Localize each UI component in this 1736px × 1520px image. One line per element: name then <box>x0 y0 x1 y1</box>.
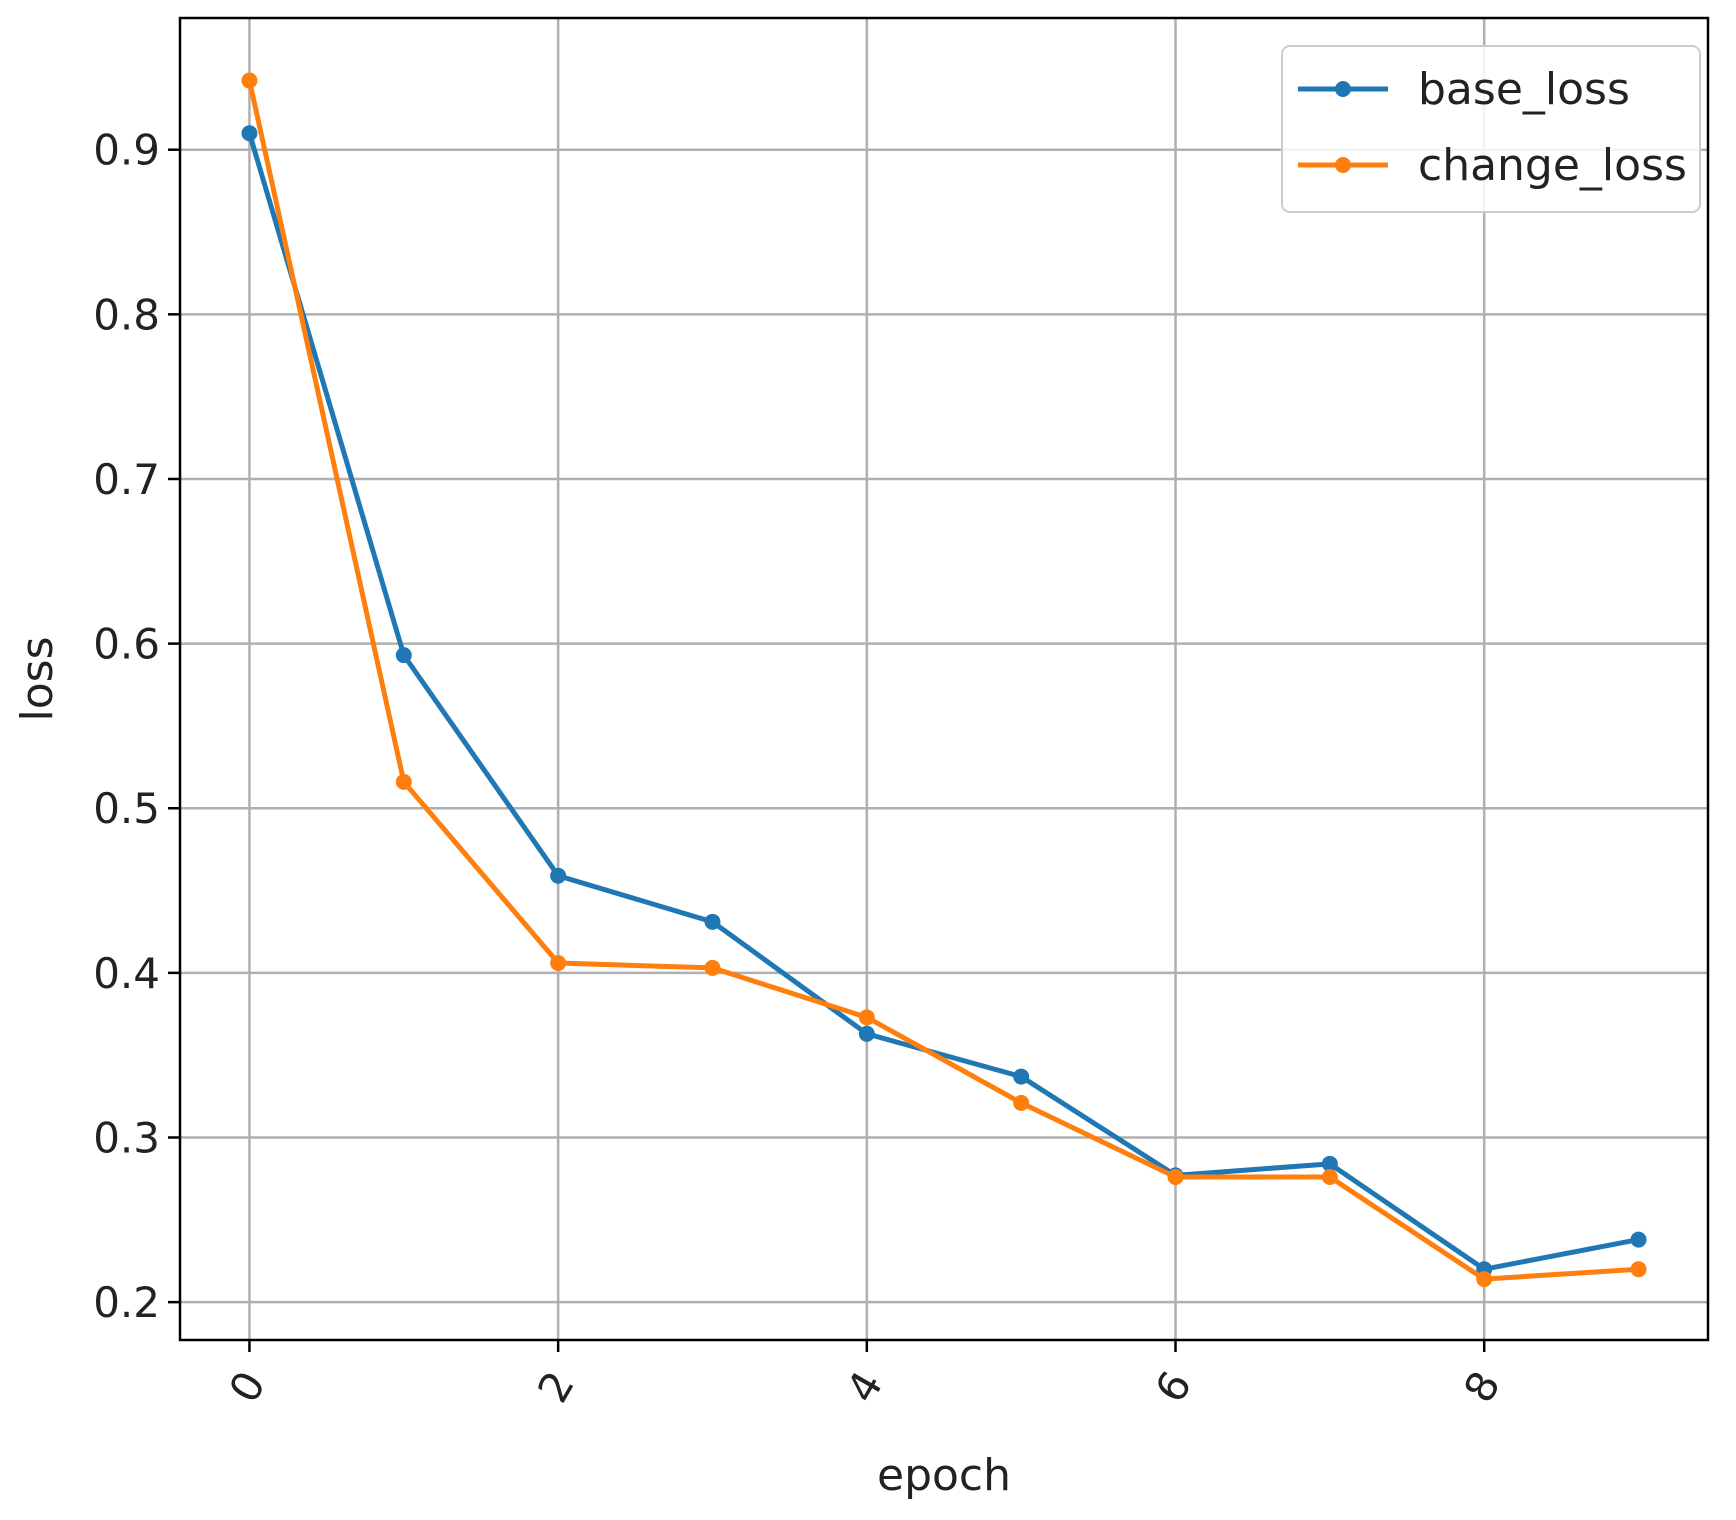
data-point <box>241 125 258 142</box>
legend-item: change_loss <box>1298 140 1687 191</box>
data-point <box>1630 1261 1647 1278</box>
y-tick-label: 0.9 <box>93 126 160 175</box>
y-tick-label: 0.2 <box>93 1278 160 1327</box>
series-line <box>246 130 1642 1272</box>
data-point <box>395 647 412 664</box>
data-point <box>1630 1231 1647 1248</box>
data-point <box>550 954 567 971</box>
legend-label: base_loss <box>1418 64 1630 115</box>
y-tick-label: 0.3 <box>93 1114 160 1163</box>
data-point <box>1321 1155 1338 1172</box>
y-tick-label: 0.8 <box>93 290 160 339</box>
data-point <box>1013 1068 1030 1085</box>
data-point <box>395 773 412 790</box>
legend-marker <box>1335 157 1351 173</box>
data-point <box>1321 1169 1338 1186</box>
legend-marker <box>1335 81 1351 97</box>
data-point <box>1013 1094 1030 1111</box>
data-point <box>704 913 721 930</box>
legend-item: base_loss <box>1298 64 1630 115</box>
plot-frame <box>178 16 1710 1342</box>
legend-label: change_loss <box>1418 140 1687 191</box>
y-axis-label: loss <box>12 637 63 722</box>
data-point <box>858 1025 875 1042</box>
legend: base_loss change_loss <box>1281 45 1701 213</box>
series-layer <box>241 72 1647 1288</box>
data-point <box>241 72 258 89</box>
series-base_loss <box>241 125 1647 1278</box>
data-point <box>1476 1271 1493 1288</box>
data-point <box>704 959 721 976</box>
y-tick-label: 0.6 <box>93 620 160 669</box>
grid <box>180 18 1708 1340</box>
series-line <box>246 78 1642 1282</box>
y-tick-label: 0.5 <box>93 784 160 833</box>
y-tick-label: 0.4 <box>93 949 160 998</box>
data-point <box>858 1009 875 1026</box>
y-tick-label: 0.7 <box>93 455 160 504</box>
series-change_loss <box>241 72 1647 1288</box>
x-axis-label: epoch <box>877 1450 1011 1501</box>
data-point <box>1167 1169 1184 1186</box>
data-point <box>550 867 567 884</box>
